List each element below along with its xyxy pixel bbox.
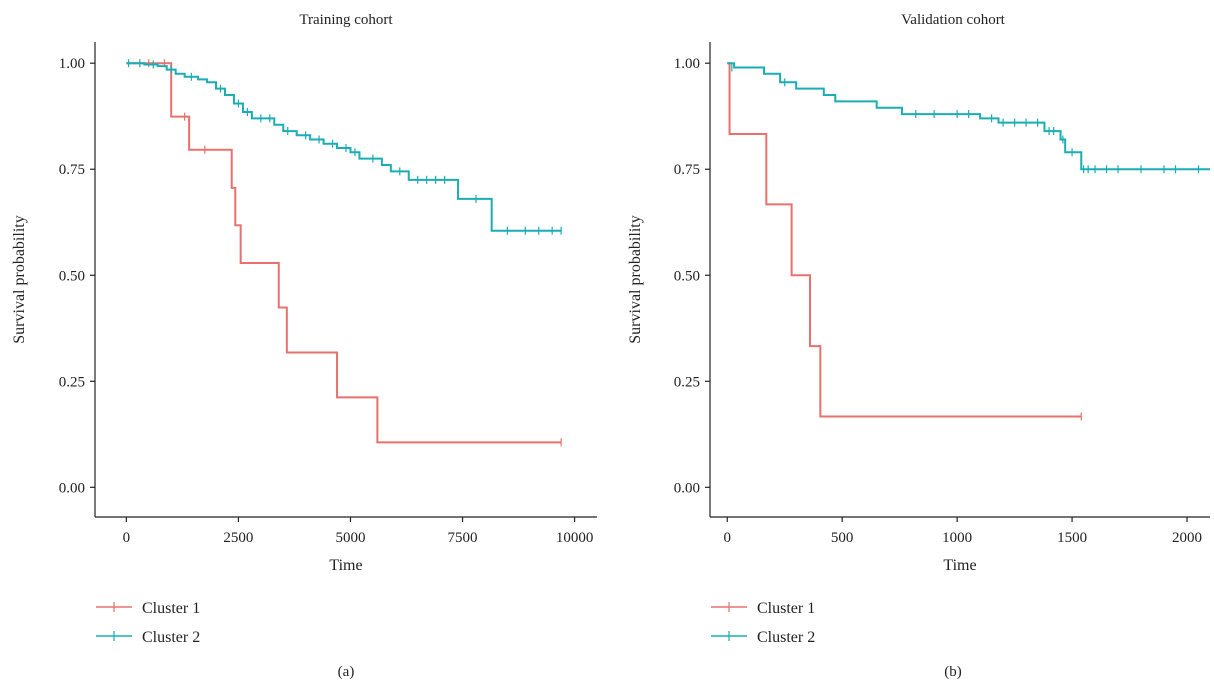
y-axis-title: Survival probability: [11, 215, 28, 343]
x-tick-label: 1000: [942, 530, 972, 546]
x-axis-title: Time: [329, 557, 362, 574]
legend-label: Cluster 2: [757, 629, 815, 646]
legend-item-1: Cluster 1: [711, 600, 815, 617]
x-tick-label: 7500: [448, 530, 478, 546]
survival-curve-1: [727, 62, 1082, 418]
y-tick-label: 0.50: [674, 268, 700, 284]
chart-panel-2: Validation cohort 0 500 1000 1500 2000 0.00 0.2…: [627, 12, 1210, 680]
x-tick-label: 1500: [1057, 530, 1087, 546]
legend-label: Cluster 1: [142, 600, 200, 617]
survival-curve-1: [126, 62, 562, 444]
x-tick-label: 2000: [1172, 530, 1202, 546]
x-tick-label: 0: [723, 530, 731, 546]
y-axis-title: Survival probability: [627, 215, 644, 343]
y-tick-label: 0.50: [59, 268, 85, 284]
panel-label: (a): [338, 664, 355, 680]
x-axis-title: Time: [943, 557, 976, 574]
x-tick-label: 5000: [335, 530, 365, 546]
panel-label: (b): [944, 664, 962, 680]
x-tick-label: 10000: [556, 530, 594, 546]
x-tick-label: 500: [831, 530, 854, 546]
y-tick-label: 0.00: [59, 480, 85, 496]
survival-curve-2: [727, 62, 1210, 171]
x-tick-label: 0: [123, 530, 131, 546]
legend-label: Cluster 2: [142, 629, 200, 646]
y-tick-label: 0.25: [674, 374, 700, 390]
chart-panel-1: Training cohort 0 2500 5000 7500 10000 0.00 0.2…: [11, 12, 597, 680]
y-tick-label: 0.75: [59, 162, 85, 178]
y-tick-label: 0.75: [674, 162, 700, 178]
survival-curve-2: [126, 62, 562, 232]
x-tick-label: 2500: [223, 530, 253, 546]
legend-item-2: Cluster 2: [711, 629, 815, 646]
chart-title: Validation cohort: [901, 12, 1006, 28]
y-tick-label: 1.00: [59, 56, 85, 72]
legend-item-1: Cluster 1: [96, 600, 200, 617]
legend-label: Cluster 1: [757, 600, 815, 617]
chart-title: Training cohort: [299, 12, 393, 28]
y-tick-label: 0.25: [59, 374, 85, 390]
y-tick-label: 0.00: [674, 480, 700, 496]
legend-item-2: Cluster 2: [96, 629, 200, 646]
y-tick-label: 1.00: [674, 56, 700, 72]
